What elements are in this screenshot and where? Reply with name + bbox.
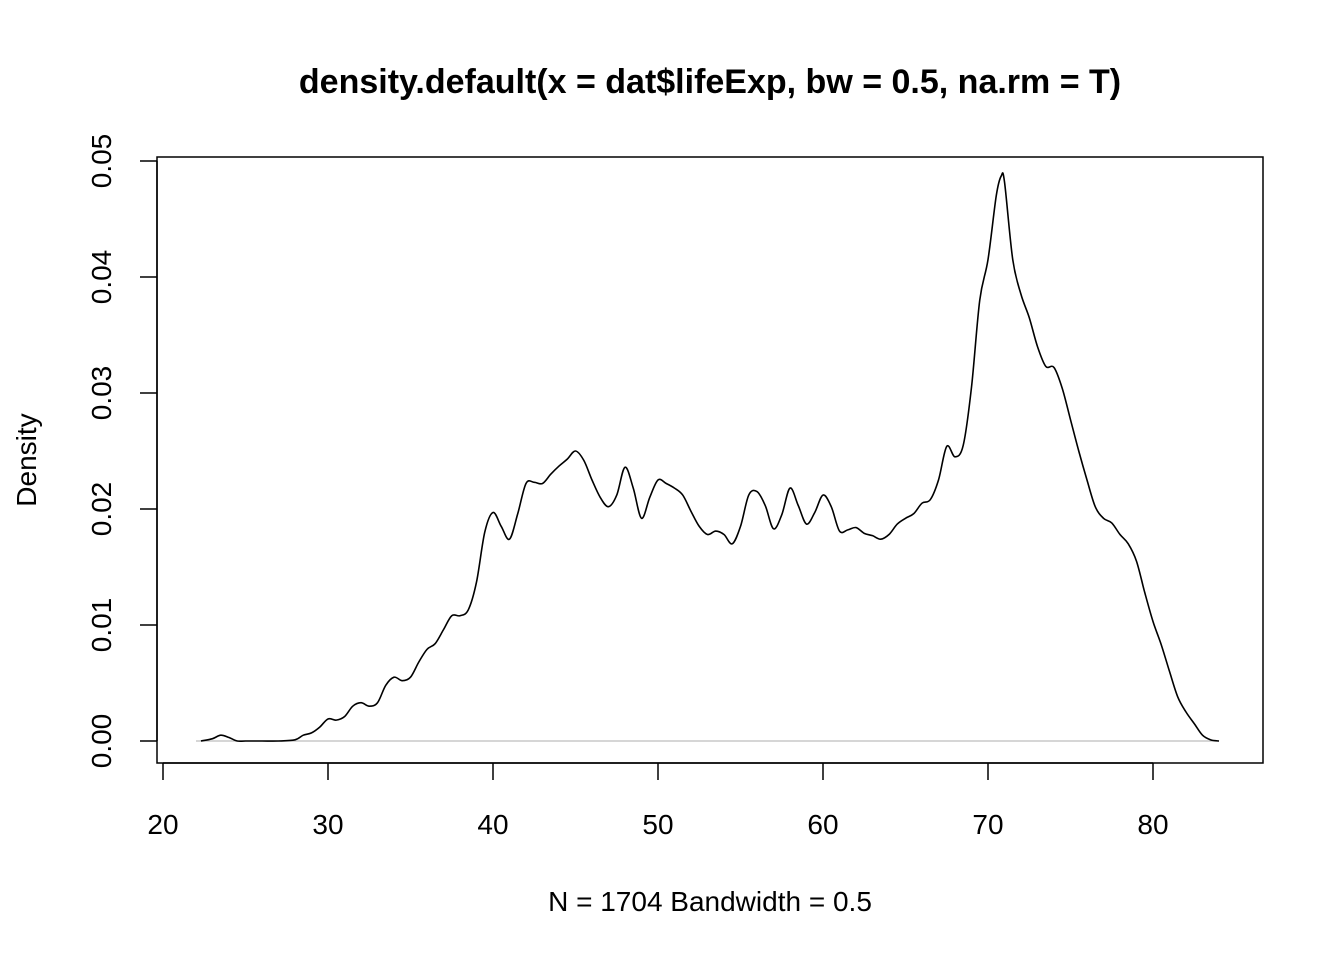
y-tick-label: 0.05 [86,134,117,189]
x-tick-label: 50 [642,809,673,840]
y-tick-label: 0.03 [86,366,117,421]
y-tick-label: 0.04 [86,250,117,305]
x-axis: 20 30 40 50 60 70 80 [147,762,1169,840]
y-tick-label: 0.00 [86,714,117,769]
chart-title: density.default(x = dat$lifeExp, bw = 0.… [299,63,1121,101]
x-tick-label: 30 [312,809,343,840]
density-series-line [200,172,1220,743]
x-tick-label: 60 [807,809,838,840]
plot-frame [156,156,1264,764]
y-tick-label: 0.01 [86,598,117,653]
y-axis: 0.00 0.01 0.02 0.03 0.04 0.05 [86,134,158,769]
y-axis-label: Density [11,413,42,506]
x-tick-label: 20 [147,809,178,840]
x-tick-label: 80 [1137,809,1168,840]
x-tick-label: 70 [972,809,1003,840]
x-tick-label: 40 [477,809,508,840]
x-axis-label: N = 1704 Bandwidth = 0.5 [548,886,872,917]
y-tick-label: 0.02 [86,482,117,537]
